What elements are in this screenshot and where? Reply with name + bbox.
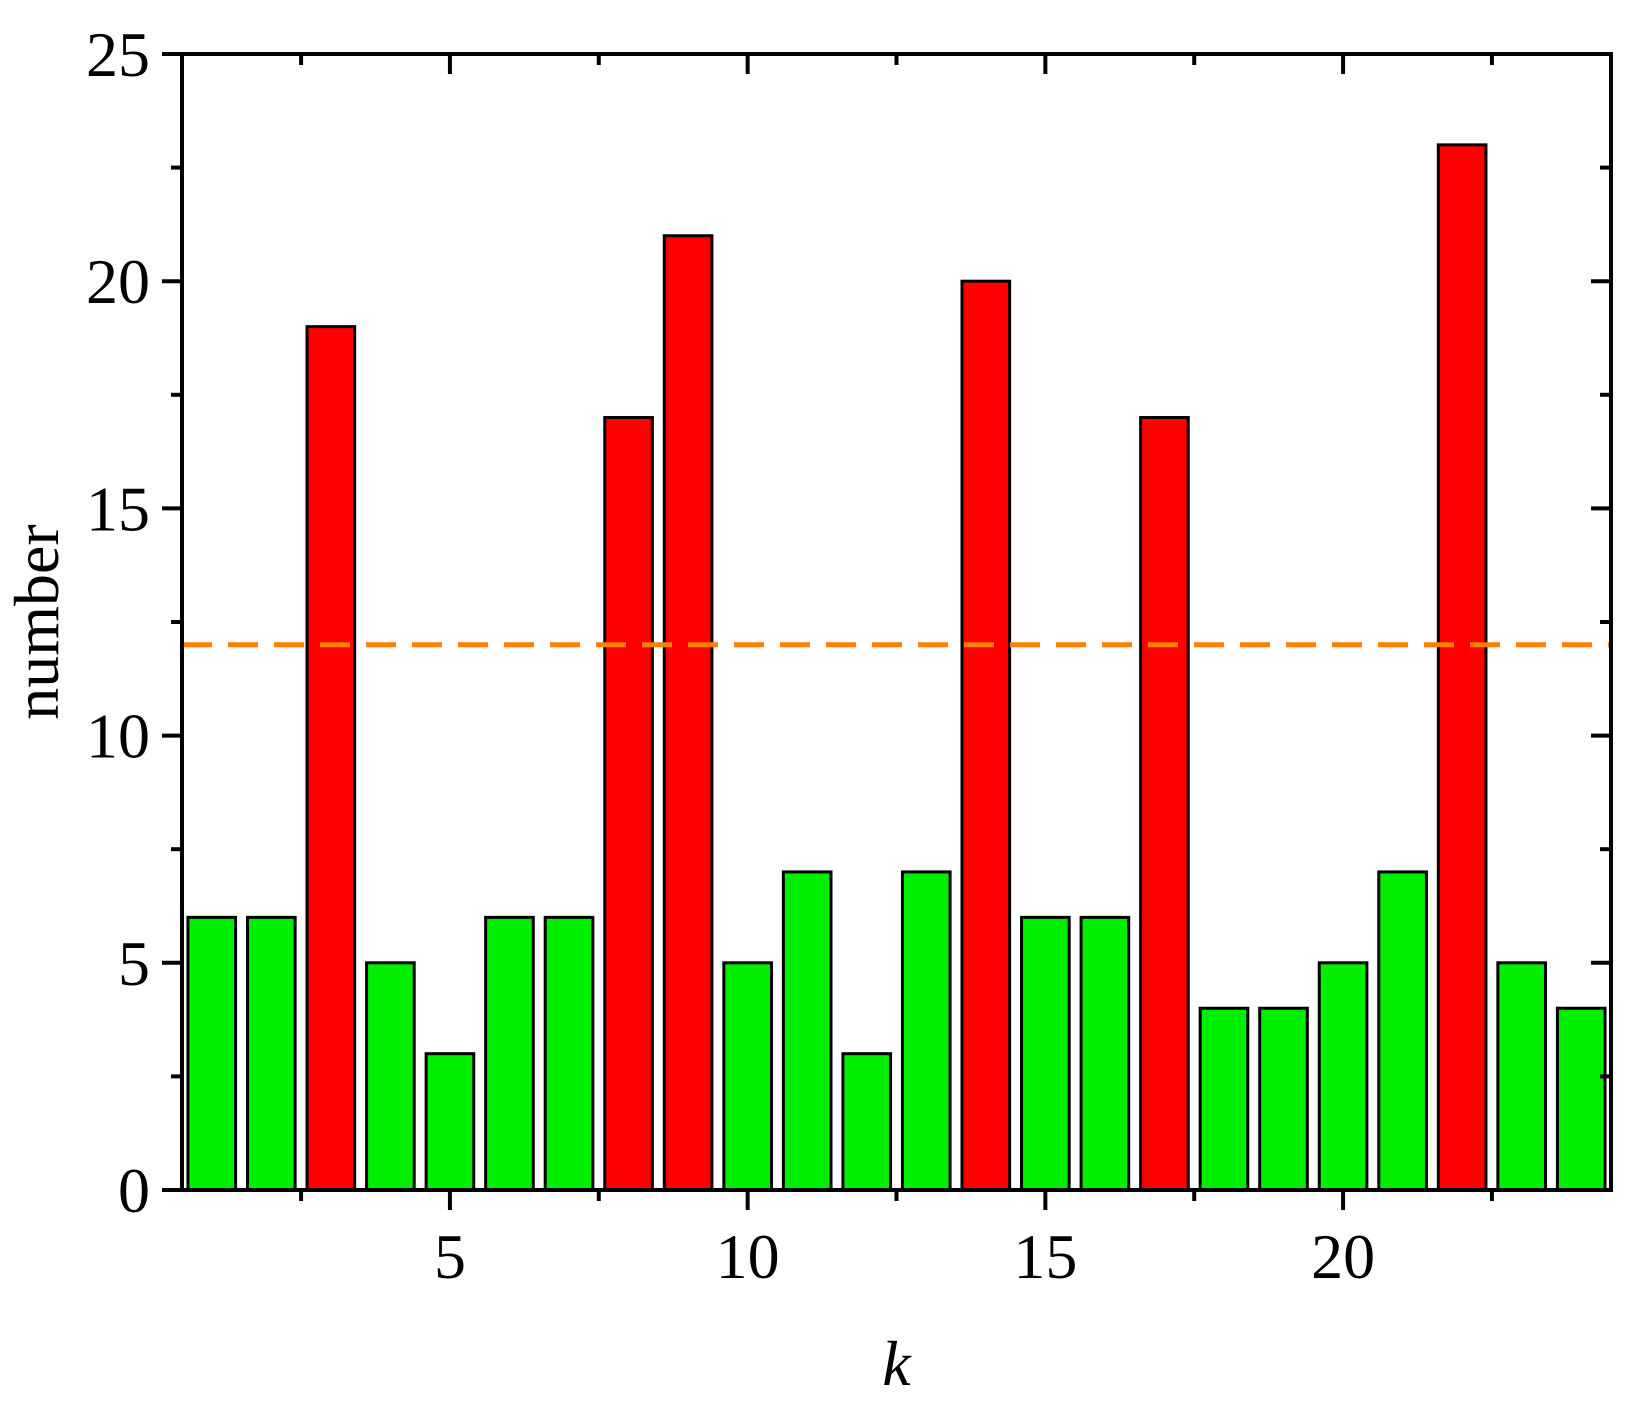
bar-k-7	[543, 915, 595, 1192]
bar-k-8	[603, 416, 654, 1192]
y-tick-label-0: 0	[118, 1155, 150, 1226]
bar-k-2	[246, 915, 297, 1192]
y-tick-label-5: 5	[118, 928, 150, 999]
bar-k-5	[424, 1052, 476, 1192]
y-tick-label-20: 20	[86, 246, 150, 317]
y-axis-label: number	[1, 524, 72, 720]
bar-k-19	[1258, 1006, 1309, 1192]
bar-k-17	[1139, 416, 1190, 1192]
y-tick-label-25: 25	[86, 19, 150, 90]
bar-k-18	[1198, 1006, 1250, 1192]
bar-k-22	[1436, 143, 1488, 1192]
bar-k-9	[662, 234, 714, 1192]
bar-k-16	[1079, 915, 1131, 1192]
bar-k-11	[781, 870, 833, 1192]
bar-k-15	[1020, 915, 1071, 1192]
bar-k-6	[484, 915, 535, 1192]
bar-k-24	[1555, 1006, 1607, 1192]
bar-k-20	[1317, 961, 1369, 1192]
bar-k-10	[722, 961, 773, 1192]
x-axis-label: k	[882, 1328, 912, 1399]
x-tick-label-5: 5	[434, 1221, 466, 1292]
y-tick-label-10: 10	[86, 701, 150, 772]
bar-k-23	[1496, 961, 1547, 1192]
x-tick-label-10: 10	[716, 1221, 780, 1292]
x-tick-label-15: 15	[1013, 1221, 1077, 1292]
bar-k-14	[960, 279, 1012, 1192]
bar-k-4	[365, 961, 416, 1192]
bar-k-21	[1377, 870, 1428, 1192]
bar-k-12	[841, 1052, 893, 1192]
tick-labels-group: 0 5 10 15 20 25 5 10 15 20	[86, 19, 1375, 1292]
x-tick-label-20: 20	[1311, 1221, 1375, 1292]
bar-k-1	[186, 915, 238, 1192]
ticks-group	[162, 52, 1611, 1210]
bar-k-3	[305, 325, 357, 1192]
bars-group	[186, 143, 1607, 1192]
bar-k-13	[900, 870, 952, 1192]
y-tick-label-15: 15	[86, 473, 150, 544]
